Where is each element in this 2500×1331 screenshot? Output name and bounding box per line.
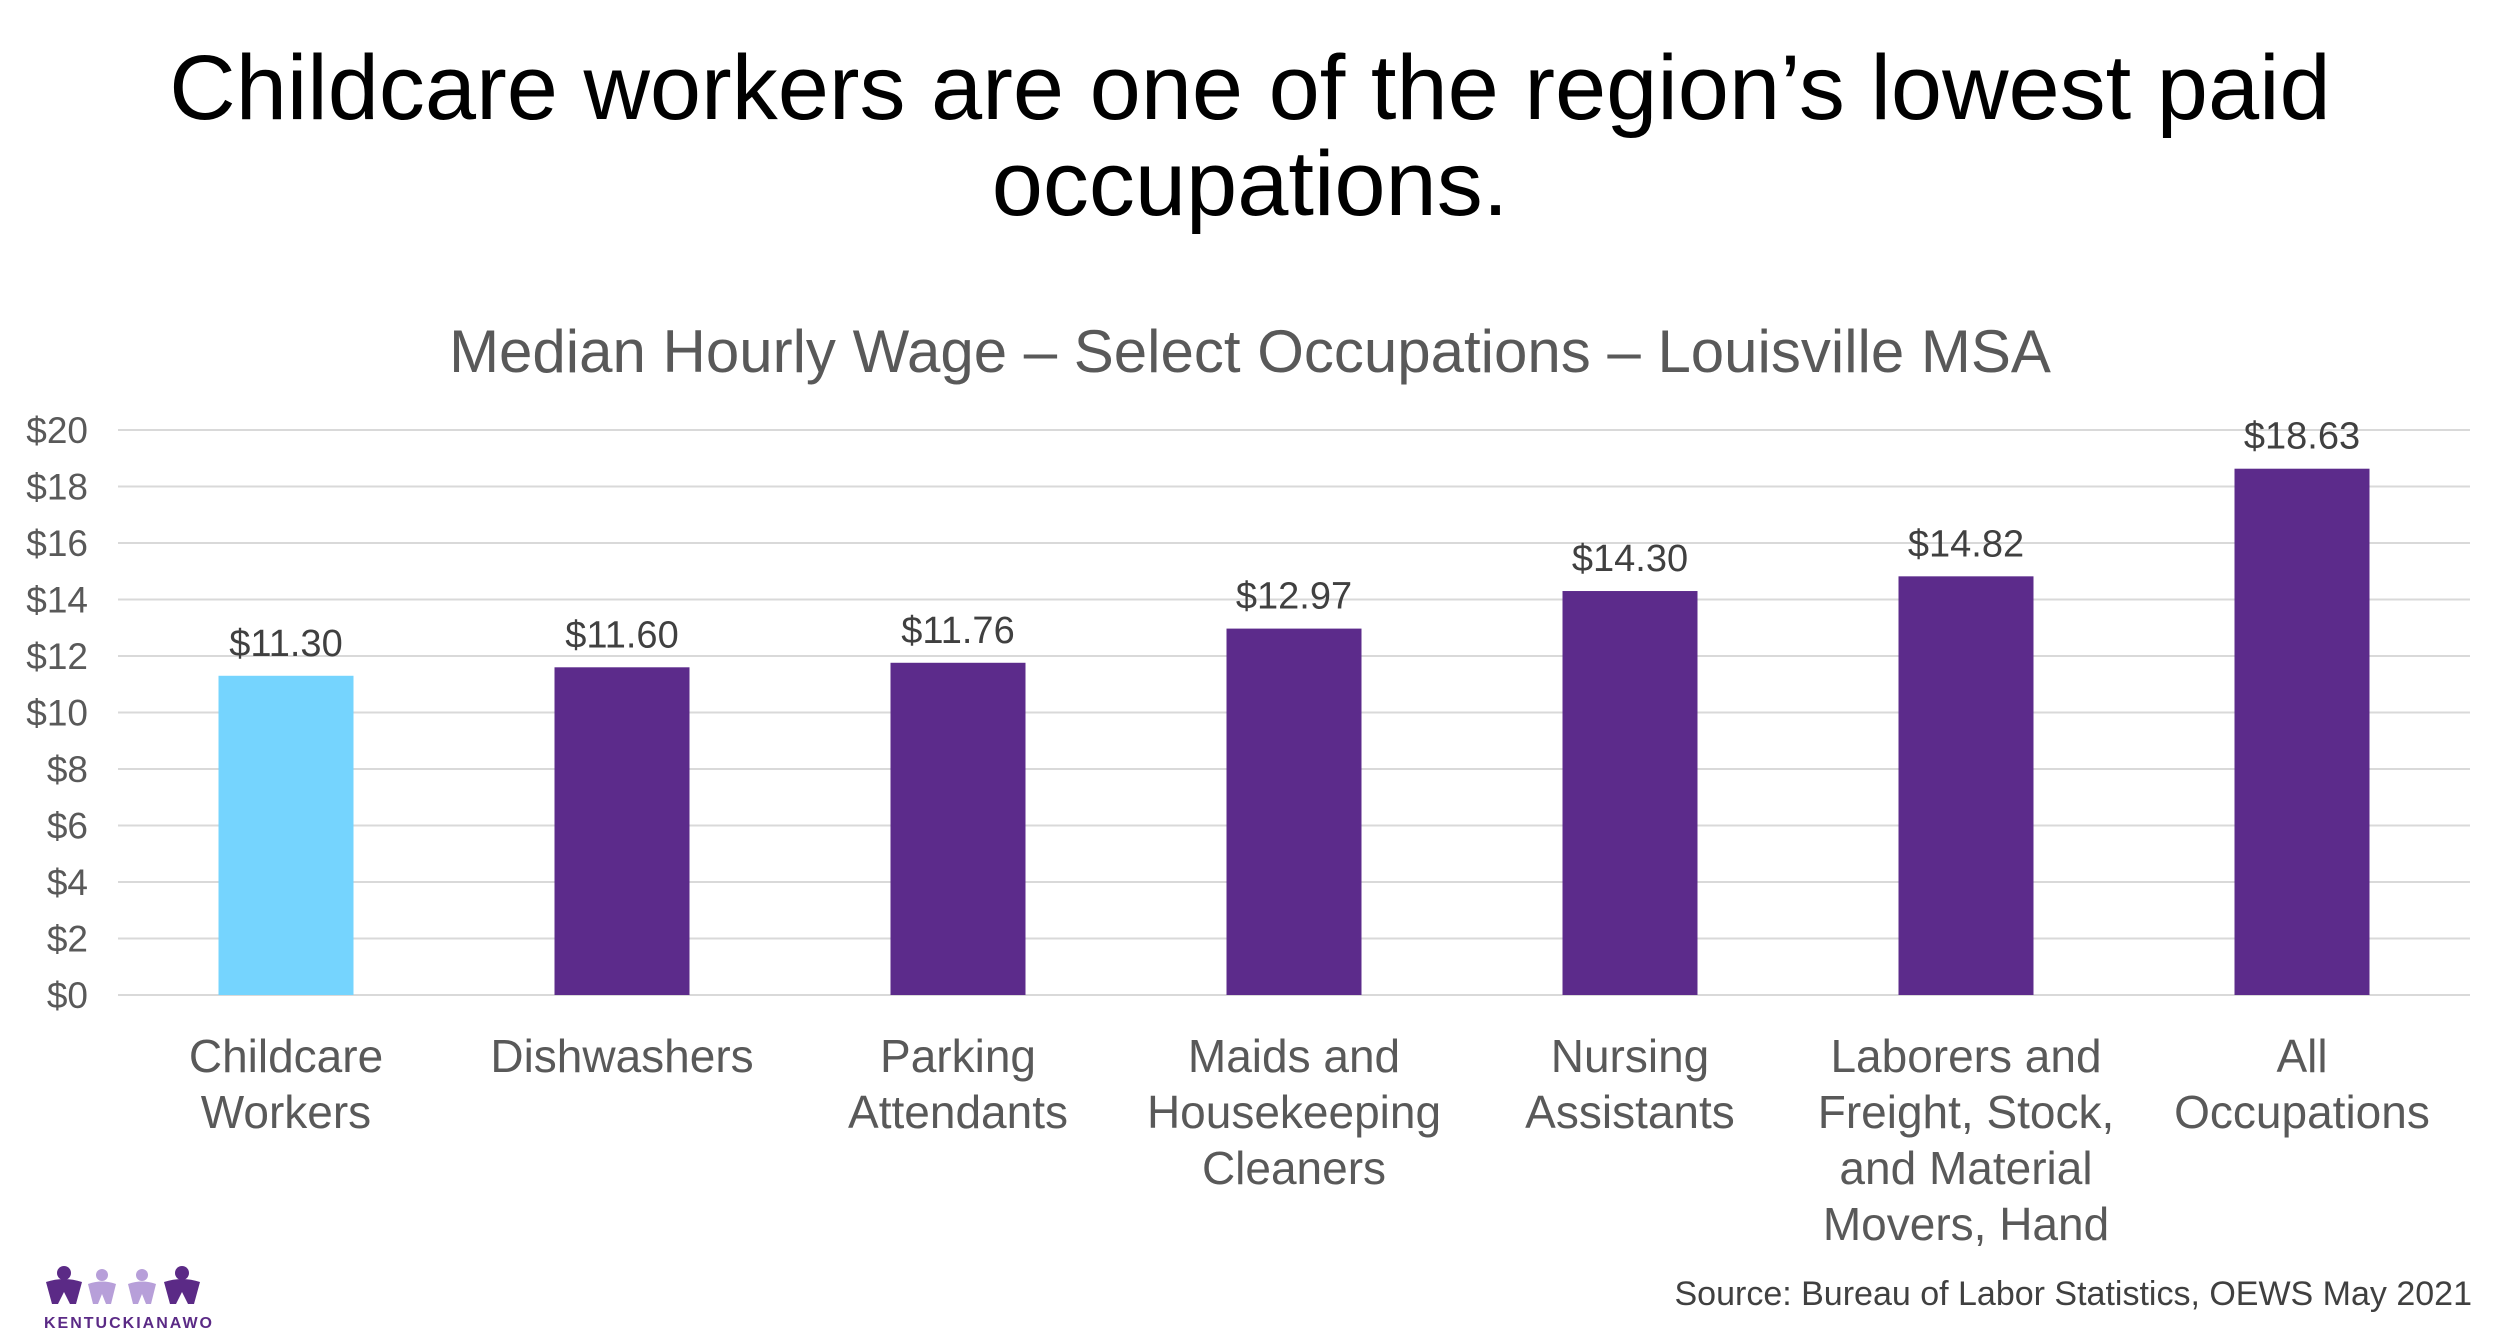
bar	[1562, 591, 1698, 995]
data-label: $11.60	[565, 614, 678, 656]
data-labels: $11.30 $11.60 $11.76 $12.97 $14.30 $14.82 $18.…	[229, 416, 2360, 665]
data-label: $18.63	[2244, 416, 2360, 458]
x-category-label: Occupations	[2174, 1086, 2430, 1138]
y-tick-label: $2	[47, 919, 88, 960]
y-tick-label: $4	[47, 862, 88, 903]
data-label: $14.30	[1572, 538, 1688, 580]
bars	[218, 468, 2370, 995]
y-tick-label: $8	[47, 749, 88, 790]
logo-text: KENTUCKIANAWORKS	[44, 1315, 212, 1331]
kentuckianaworks-logo: KENTUCKIANAWORKS	[44, 1266, 212, 1331]
y-tick-label: $10	[26, 693, 88, 734]
data-label: $11.76	[901, 610, 1014, 652]
x-category-label: Assistants	[1525, 1086, 1735, 1138]
y-axis-ticks: $0 $2 $4 $6 $8 $10 $12 $14 $16 $18 $20	[26, 410, 88, 1016]
chart-title: Median Hourly Wage – Select Occupations …	[449, 318, 2051, 385]
y-tick-label: $12	[26, 636, 88, 677]
x-category-label: Cleaners	[1202, 1142, 1386, 1194]
y-tick-label: $16	[26, 523, 88, 564]
bar	[1898, 576, 2034, 995]
slide-title: Childcare workers are one of the region’…	[100, 40, 2400, 232]
data-label: $12.97	[1236, 576, 1352, 618]
data-label: $14.82	[1908, 523, 2024, 565]
x-category-label: All	[2276, 1030, 2327, 1082]
source-note: Source: Bureau of Labor Statistics, OEWS…	[1674, 1275, 2473, 1313]
x-category-label: Attendants	[848, 1086, 1068, 1138]
x-category-label: Nursing	[1551, 1030, 1710, 1082]
x-category-label: Housekeeping	[1147, 1086, 1441, 1138]
x-category-label: Childcare	[189, 1030, 383, 1082]
y-tick-label: $20	[26, 410, 88, 451]
x-category-label: Freight, Stock,	[1818, 1086, 2115, 1138]
slide-title-line-1: Childcare workers are one of the region’…	[169, 37, 2331, 139]
x-category-label: Parking	[880, 1030, 1036, 1082]
x-category-label: and Material	[1839, 1142, 2092, 1194]
x-category-label: Movers, Hand	[1823, 1198, 2109, 1250]
data-label: $11.30	[229, 623, 342, 665]
bar	[1226, 628, 1362, 995]
bar	[890, 662, 1026, 995]
y-tick-label: $14	[26, 580, 88, 621]
x-category-label: Dishwashers	[490, 1030, 753, 1082]
bar	[2234, 468, 2370, 995]
y-tick-label: $0	[47, 975, 88, 1016]
x-category-label: Laborers and	[1830, 1030, 2101, 1082]
x-category-label: Workers	[201, 1086, 371, 1138]
slide-title-line-2: occupations.	[991, 133, 1509, 235]
bar	[218, 675, 354, 995]
bar	[554, 667, 690, 995]
y-tick-label: $18	[26, 467, 88, 508]
x-category-label: Maids and	[1188, 1030, 1400, 1082]
y-tick-label: $6	[47, 806, 88, 847]
